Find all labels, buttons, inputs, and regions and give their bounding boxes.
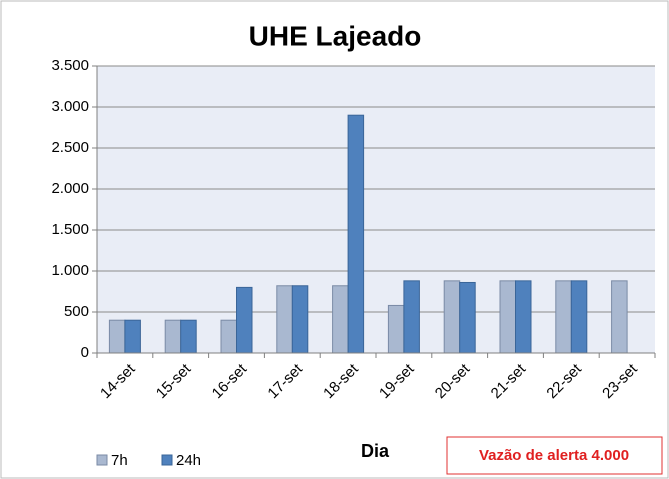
bar: [403, 280, 420, 354]
legend-swatch: [161, 454, 173, 466]
x-axis-label: Dia: [361, 441, 390, 461]
y-tick-label: 1.000: [51, 262, 89, 279]
bar: [291, 285, 309, 354]
y-tick-label: 2.500: [51, 139, 89, 156]
bar: [459, 281, 476, 354]
bar: [108, 319, 126, 354]
legend-label: 24h: [176, 452, 201, 469]
annotation-box: [446, 436, 663, 475]
bar: [570, 280, 588, 354]
bar: [515, 280, 532, 354]
bar: [499, 280, 516, 354]
bar: [236, 286, 253, 354]
bar: [180, 319, 197, 354]
y-tick-label: 1.500: [51, 221, 89, 238]
bar: [611, 280, 628, 354]
chart-title: UHE Lajeado: [249, 20, 422, 51]
bar: [555, 280, 572, 354]
bar: [332, 285, 349, 354]
legend-label: 7h: [111, 452, 128, 469]
bar: [164, 319, 182, 354]
bar: [387, 304, 405, 354]
bar: [443, 280, 461, 354]
y-tick-label: 0: [81, 344, 89, 361]
y-tick-label: 500: [64, 303, 89, 320]
legend-swatch: [96, 454, 108, 466]
y-tick-label: 2.000: [51, 180, 89, 197]
y-tick-label: 3.500: [51, 57, 89, 74]
annotation: Vazão de alerta 4.000: [479, 447, 629, 464]
bar: [276, 285, 293, 354]
y-tick-label: 3.000: [51, 98, 89, 115]
bar: [220, 319, 237, 354]
bar: [124, 319, 141, 354]
bar: [347, 114, 365, 354]
